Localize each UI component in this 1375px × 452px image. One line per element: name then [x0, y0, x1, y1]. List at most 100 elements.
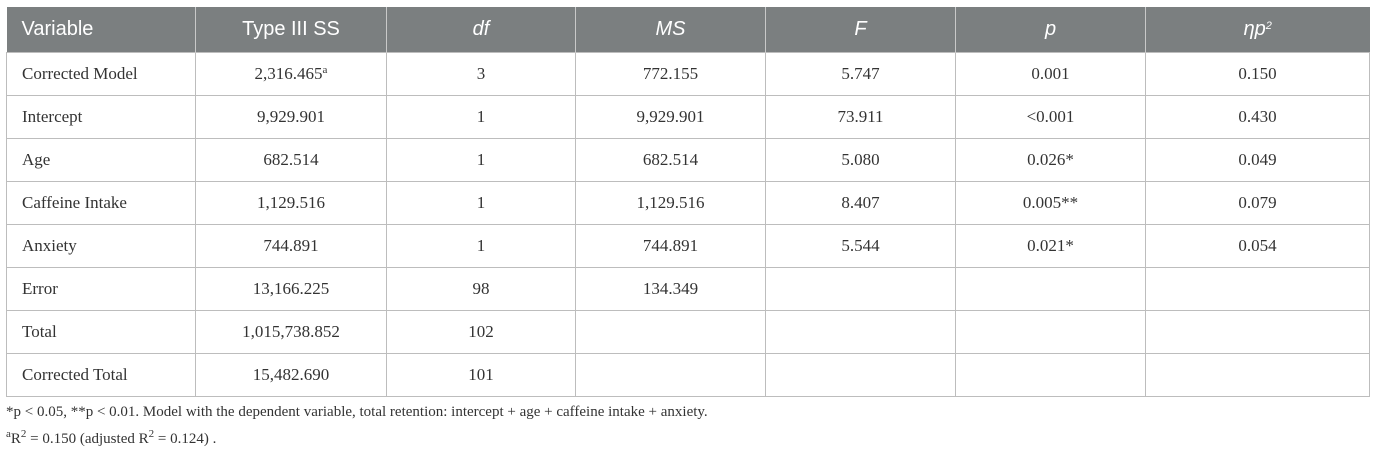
cell-ms — [575, 353, 766, 397]
table-header-row: Variable Type III SS df MS F p ηp2 — [6, 7, 1370, 53]
footnote-marker: a — [322, 64, 328, 76]
cell-f: 8.407 — [765, 181, 956, 225]
cell-f-value: 5.544 — [841, 236, 880, 255]
table-row: Age 682.514 1 682.514 5.080 0.026* 0.049 — [6, 138, 1370, 182]
cell-type-iii-ss: 9,929.901 — [195, 95, 387, 139]
cell-p: 0.021* — [955, 224, 1146, 268]
cell-variable-value: Error — [22, 279, 58, 298]
anova-table: Variable Type III SS df MS F p ηp2 Corre… — [6, 7, 1370, 397]
cell-ms-value: 1,129.516 — [636, 193, 705, 212]
header-variable: Variable — [6, 7, 196, 53]
cell-p: 0.001 — [955, 52, 1146, 96]
header-type-iii-ss: Type III SS — [195, 7, 387, 53]
cell-ms-value: 744.891 — [642, 236, 699, 255]
cell-type-iii-ss: 15,482.690 — [195, 353, 387, 397]
cell-f: 73.911 — [765, 95, 956, 139]
footnote-adjusted-label: = 0.150 (adjusted R — [26, 431, 149, 447]
cell-ms: 682.514 — [575, 138, 766, 182]
cell-df: 3 — [386, 52, 576, 96]
cell-df-value: 1 — [476, 193, 486, 212]
cell-partial-eta-squared: 0.150 — [1145, 52, 1370, 96]
cell-p — [955, 353, 1146, 397]
table-row: Anxiety 744.891 1 744.891 5.544 0.021* 0.054 — [6, 224, 1370, 268]
cell-partial-eta-squared: 0.430 — [1145, 95, 1370, 139]
cell-type-iii-ss: 1,015,738.852 — [195, 310, 387, 354]
cell-variable-value: Total — [22, 322, 57, 341]
cell-df-value: 101 — [468, 365, 494, 384]
cell-df-value: 3 — [476, 64, 486, 83]
cell-type-iii-ss: 2,316.465a — [195, 52, 387, 96]
cell-f — [765, 353, 956, 397]
header-df: df — [386, 7, 576, 53]
cell-ms: 9,929.901 — [575, 95, 766, 139]
cell-ms: 134.349 — [575, 267, 766, 311]
cell-type-iii-ss: 744.891 — [195, 224, 387, 268]
cell-p-value: 0.005** — [1022, 193, 1079, 212]
cell-variable: Total — [6, 310, 196, 354]
cell-variable: Corrected Model — [6, 52, 196, 96]
cell-df: 1 — [386, 138, 576, 182]
cell-variable-value: Age — [22, 150, 51, 169]
table-row: Total 1,015,738.852 102 — [6, 310, 1370, 354]
footnote-adjusted-value: = 0.124) . — [154, 431, 217, 447]
cell-partial-eta-squared — [1145, 353, 1370, 397]
cell-f: 5.080 — [765, 138, 956, 182]
cell-p: 0.005** — [955, 181, 1146, 225]
cell-partial-eta-squared-value: 0.079 — [1238, 193, 1277, 212]
cell-p: 0.026* — [955, 138, 1146, 182]
cell-df-value: 1 — [476, 107, 486, 126]
cell-ms-value: 772.155 — [642, 64, 699, 83]
cell-partial-eta-squared: 0.054 — [1145, 224, 1370, 268]
table-row: Intercept 9,929.901 1 9,929.901 73.911 <0.001… — [6, 95, 1370, 139]
cell-partial-eta-squared-value: 0.150 — [1238, 64, 1277, 83]
cell-ms: 1,129.516 — [575, 181, 766, 225]
cell-df-value: 102 — [468, 322, 494, 341]
cell-ms-value: 134.349 — [642, 279, 699, 298]
cell-p-value: 0.001 — [1031, 64, 1070, 83]
cell-df: 101 — [386, 353, 576, 397]
cell-type-iii-ss-value: 744.891 — [263, 236, 319, 255]
cell-ms-value: 9,929.901 — [636, 107, 705, 126]
footnote-adjusted-superscript: 2 — [148, 428, 155, 440]
cell-df-value: 98 — [472, 279, 490, 298]
cell-p-value: 0.026* — [1027, 150, 1074, 169]
cell-type-iii-ss-value: 9,929.901 — [257, 107, 325, 126]
cell-df: 1 — [386, 181, 576, 225]
cell-variable: Caffeine Intake — [6, 181, 196, 225]
cell-p-value: <0.001 — [1026, 107, 1075, 126]
cell-f — [765, 267, 956, 311]
cell-df: 1 — [386, 224, 576, 268]
cell-f-value: 8.407 — [841, 193, 880, 212]
cell-p — [955, 310, 1146, 354]
cell-df: 1 — [386, 95, 576, 139]
cell-p: <0.001 — [955, 95, 1146, 139]
cell-f: 5.544 — [765, 224, 956, 268]
header-p: p — [955, 7, 1146, 53]
cell-variable: Error — [6, 267, 196, 311]
cell-type-iii-ss: 13,166.225 — [195, 267, 387, 311]
cell-partial-eta-squared-value: 0.049 — [1238, 150, 1277, 169]
cell-variable: Age — [6, 138, 196, 182]
header-ms: MS — [575, 7, 766, 53]
cell-type-iii-ss-value: 13,166.225 — [252, 279, 330, 298]
footnote-r-label: R — [10, 431, 21, 447]
cell-partial-eta-squared: 0.079 — [1145, 181, 1370, 225]
footnote-marker: a — [6, 428, 11, 440]
cell-variable-value: Corrected Model — [22, 64, 138, 83]
cell-ms-value: 682.514 — [642, 150, 699, 169]
cell-p-value: 0.021* — [1027, 236, 1074, 255]
cell-type-iii-ss-value: 1,129.516 — [257, 193, 325, 212]
cell-partial-eta-squared: 0.049 — [1145, 138, 1370, 182]
cell-df: 102 — [386, 310, 576, 354]
cell-variable: Anxiety — [6, 224, 196, 268]
cell-variable-value: Caffeine Intake — [22, 193, 127, 212]
cell-variable: Intercept — [6, 95, 196, 139]
cell-partial-eta-squared — [1145, 310, 1370, 354]
cell-variable-value: Corrected Total — [22, 365, 128, 384]
table-row: Error 13,166.225 98 134.349 — [6, 267, 1370, 311]
cell-type-iii-ss-value: 682.514 — [263, 150, 319, 169]
header-eta-superscript: 2 — [1265, 20, 1272, 32]
cell-df-value: 1 — [476, 150, 486, 169]
cell-f-value: 5.747 — [841, 64, 880, 83]
cell-type-iii-ss-value: 1,015,738.852 — [242, 322, 340, 341]
